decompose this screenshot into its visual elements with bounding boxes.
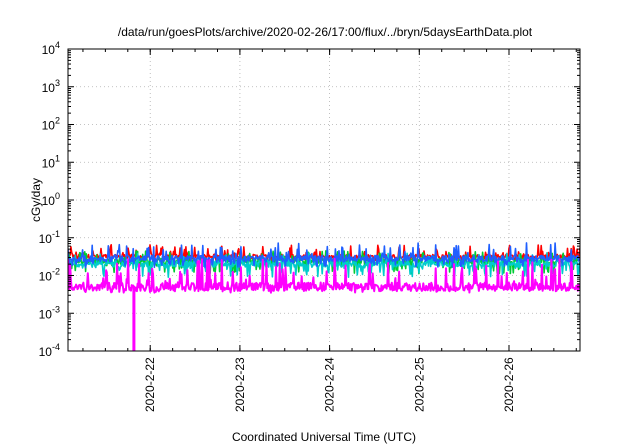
x-tick-label: 2020-2-25: [412, 357, 426, 412]
ticks: [68, 48, 580, 352]
y-tick-label: 10-3: [39, 304, 60, 321]
grid: [68, 49, 580, 351]
y-tick-label: 100: [42, 191, 60, 208]
series-line: [68, 242, 580, 269]
y-axis-label: cGy/day: [29, 178, 43, 222]
y-tick-label: 10-1: [39, 229, 60, 246]
y-tick-label: 10-4: [39, 342, 60, 359]
y-tick-labels: 10-4 10-3 10-2 10-1 100 101 102 103 104: [39, 40, 60, 359]
y-tick-label: 102: [42, 116, 60, 133]
y-tick-label: 104: [42, 40, 60, 57]
y-tick-label: 10-2: [39, 267, 60, 284]
y-tick-label: 103: [42, 78, 60, 95]
x-tick-labels: 2020-2-22 2020-2-23 2020-2-24 2020-2-25 2020…: [143, 357, 516, 412]
y-tick-label: 101: [42, 153, 60, 170]
x-tick-label: 2020-2-26: [502, 357, 516, 412]
series-group: [68, 242, 580, 351]
x-tick-label: 2020-2-23: [233, 357, 247, 412]
x-tick-label: 2020-2-22: [143, 357, 157, 412]
series-line: [68, 257, 580, 351]
chart-title: /data/run/goesPlots/archive/2020-02-26/1…: [118, 25, 533, 39]
x-axis-label: Coordinated Universal Time (UTC): [232, 430, 416, 444]
x-tick-label: 2020-2-24: [323, 357, 337, 412]
